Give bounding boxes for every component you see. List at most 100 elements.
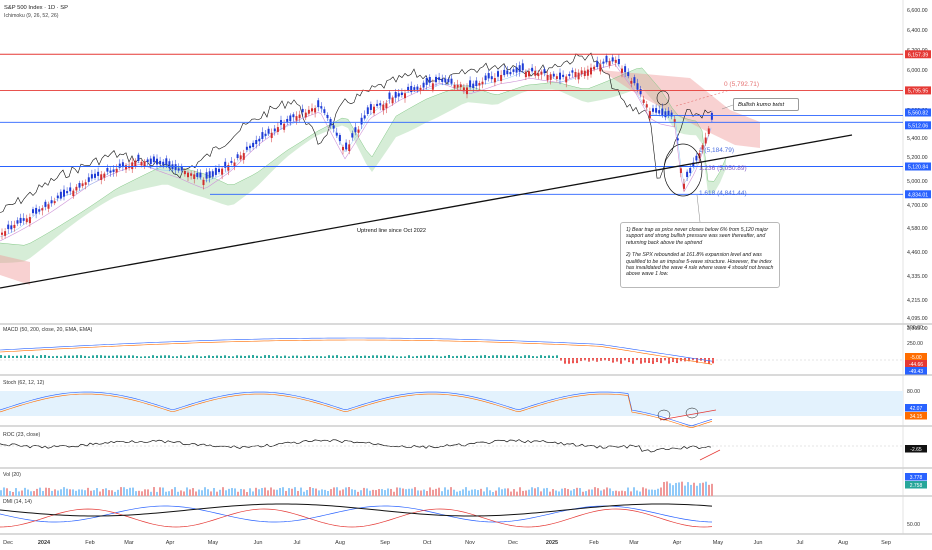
candle-body bbox=[503, 69, 506, 76]
stoch-divergence-line[interactable] bbox=[659, 409, 717, 421]
volume-bar bbox=[675, 482, 677, 496]
volume-bar bbox=[384, 490, 386, 496]
volume-bar bbox=[390, 488, 392, 496]
wave-circle-top[interactable] bbox=[656, 90, 670, 106]
volume-bar bbox=[684, 485, 686, 496]
macd-histogram-bar bbox=[240, 355, 242, 358]
volume-bar bbox=[435, 488, 437, 496]
macd-histogram-bar bbox=[232, 356, 234, 358]
volume-bar bbox=[12, 491, 14, 496]
volume-bar bbox=[660, 487, 662, 496]
senkou-a bbox=[17, 244, 25, 246]
price-tag-label: 5,560.82 bbox=[908, 110, 928, 116]
senkou-a bbox=[119, 183, 127, 188]
senkou-a bbox=[137, 174, 145, 179]
volume-bar bbox=[165, 491, 167, 496]
volume-bar bbox=[33, 491, 35, 496]
candle-body bbox=[701, 145, 704, 150]
kumo-callout-pointer bbox=[721, 104, 734, 110]
macd-histogram-bar bbox=[320, 356, 322, 358]
candle-body bbox=[673, 119, 676, 122]
volume-bar bbox=[561, 488, 563, 496]
volume-bar bbox=[405, 489, 407, 496]
macd-histogram-bar bbox=[540, 355, 542, 358]
macd-histogram-bar bbox=[688, 358, 690, 362]
macd-histogram-bar bbox=[412, 356, 414, 358]
macd-histogram-bar bbox=[228, 356, 230, 358]
volume-bar bbox=[261, 488, 263, 496]
candle-body bbox=[689, 167, 692, 173]
bear-trap-circle[interactable] bbox=[663, 143, 703, 197]
pane-tag-label: 34.15 bbox=[910, 414, 923, 420]
volume-bar bbox=[486, 487, 488, 496]
volume-bar bbox=[360, 490, 362, 496]
candle-body bbox=[97, 171, 100, 176]
price-tag-label: 6,157.39 bbox=[908, 52, 928, 58]
price-tag bbox=[905, 121, 931, 130]
candle-body bbox=[670, 112, 673, 117]
volume-bar bbox=[237, 491, 239, 496]
macd-histogram-bar bbox=[372, 355, 374, 358]
candle-body bbox=[695, 155, 698, 161]
fib-label-0: 0 (5,792.71) bbox=[724, 81, 759, 88]
macd-histogram-bar bbox=[428, 355, 430, 358]
volume-bar bbox=[258, 489, 260, 496]
volume-bar bbox=[651, 489, 653, 496]
candle-body bbox=[611, 57, 614, 62]
macd-histogram-bar bbox=[496, 355, 498, 358]
kumo-twist-callout[interactable]: Bullish kumo twist bbox=[733, 98, 799, 111]
volume-bar bbox=[648, 489, 650, 496]
volume-bar bbox=[492, 491, 494, 496]
fib-dashed-projection[interactable] bbox=[675, 89, 731, 107]
volume-bar bbox=[282, 487, 284, 496]
roc-arrow[interactable] bbox=[699, 449, 721, 461]
volume-bar bbox=[285, 490, 287, 496]
senkou-a bbox=[713, 171, 721, 182]
candle-body bbox=[404, 93, 406, 99]
volume-bar bbox=[252, 491, 254, 496]
candle-body bbox=[676, 138, 679, 141]
time-axis[interactable]: Dec 2024 Feb Mar Apr May Jun Jul Aug Sep Oct Nov Dec… bbox=[3, 540, 891, 546]
candle-body bbox=[549, 74, 552, 80]
senkou-a bbox=[59, 221, 67, 226]
volume-bar bbox=[459, 490, 461, 496]
candle-body bbox=[103, 173, 106, 178]
volume-bar bbox=[702, 482, 704, 496]
volume-bar bbox=[600, 490, 602, 496]
candle-body bbox=[679, 168, 682, 173]
volume-bar bbox=[297, 490, 299, 496]
volume-bar bbox=[168, 491, 170, 496]
uptrend-line-stroke[interactable] bbox=[0, 134, 853, 289]
volume-bar bbox=[678, 482, 680, 496]
pane-tick-label: 250.00 bbox=[907, 341, 923, 347]
senkou-a bbox=[701, 130, 709, 182]
senkou-a bbox=[641, 67, 649, 76]
candle-body bbox=[379, 103, 382, 106]
uptrend-label: Uptrend line since Oct 2022 bbox=[357, 228, 427, 234]
volume-bar bbox=[555, 490, 557, 496]
volume-bar bbox=[159, 487, 161, 496]
macd-histogram-bar bbox=[220, 355, 222, 358]
volume-bar bbox=[303, 491, 305, 496]
volume-bar bbox=[6, 488, 8, 496]
macd-histogram-bar bbox=[616, 358, 618, 362]
candle-body bbox=[506, 70, 509, 75]
macd-histogram-bar bbox=[260, 356, 262, 358]
pane-tag bbox=[905, 353, 927, 361]
senkou-a bbox=[425, 96, 433, 100]
candle-body bbox=[261, 132, 264, 139]
volume-bar bbox=[60, 489, 62, 496]
roc-line bbox=[0, 439, 712, 453]
volume-bar bbox=[606, 487, 608, 496]
macd-histogram-bar bbox=[612, 358, 614, 363]
volume-bar bbox=[429, 487, 431, 496]
volume-bar bbox=[636, 490, 638, 496]
analysis-note[interactable]: 1) Bear trap as price never closes below… bbox=[620, 222, 780, 288]
macd-histogram-bar bbox=[532, 356, 534, 358]
candle-body bbox=[369, 104, 372, 110]
volume-bar bbox=[276, 489, 278, 496]
stoch-circle[interactable] bbox=[657, 409, 671, 421]
time-tick-label: Oct bbox=[423, 540, 432, 546]
macd-histogram-bar bbox=[624, 358, 626, 361]
